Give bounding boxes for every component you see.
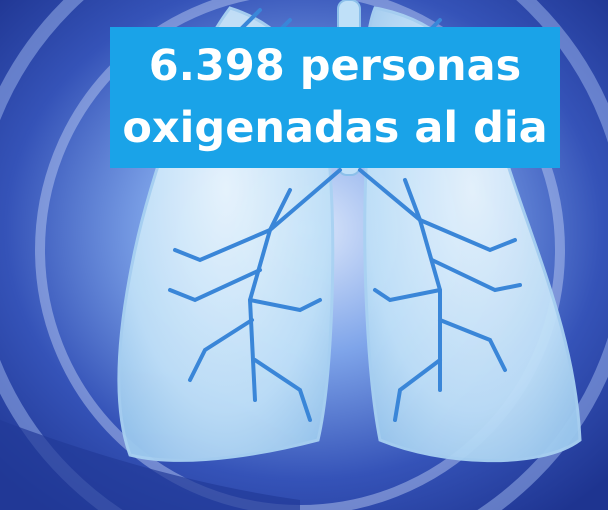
bottom-shadow bbox=[0, 420, 300, 510]
caption-line-2: oxigenadas al dia bbox=[122, 103, 548, 153]
caption-line-1: 6.398 personas bbox=[148, 41, 522, 91]
caption-banner: 6.398 personas oxigenadas al dia bbox=[110, 27, 560, 168]
inner-ring bbox=[35, 0, 565, 510]
